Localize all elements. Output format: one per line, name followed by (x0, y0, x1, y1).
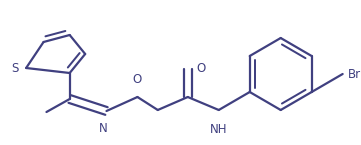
Text: NH: NH (210, 123, 227, 136)
Text: O: O (196, 62, 206, 76)
Text: S: S (11, 61, 18, 75)
Text: Br: Br (348, 68, 361, 80)
Text: O: O (133, 73, 142, 86)
Text: N: N (99, 122, 108, 135)
